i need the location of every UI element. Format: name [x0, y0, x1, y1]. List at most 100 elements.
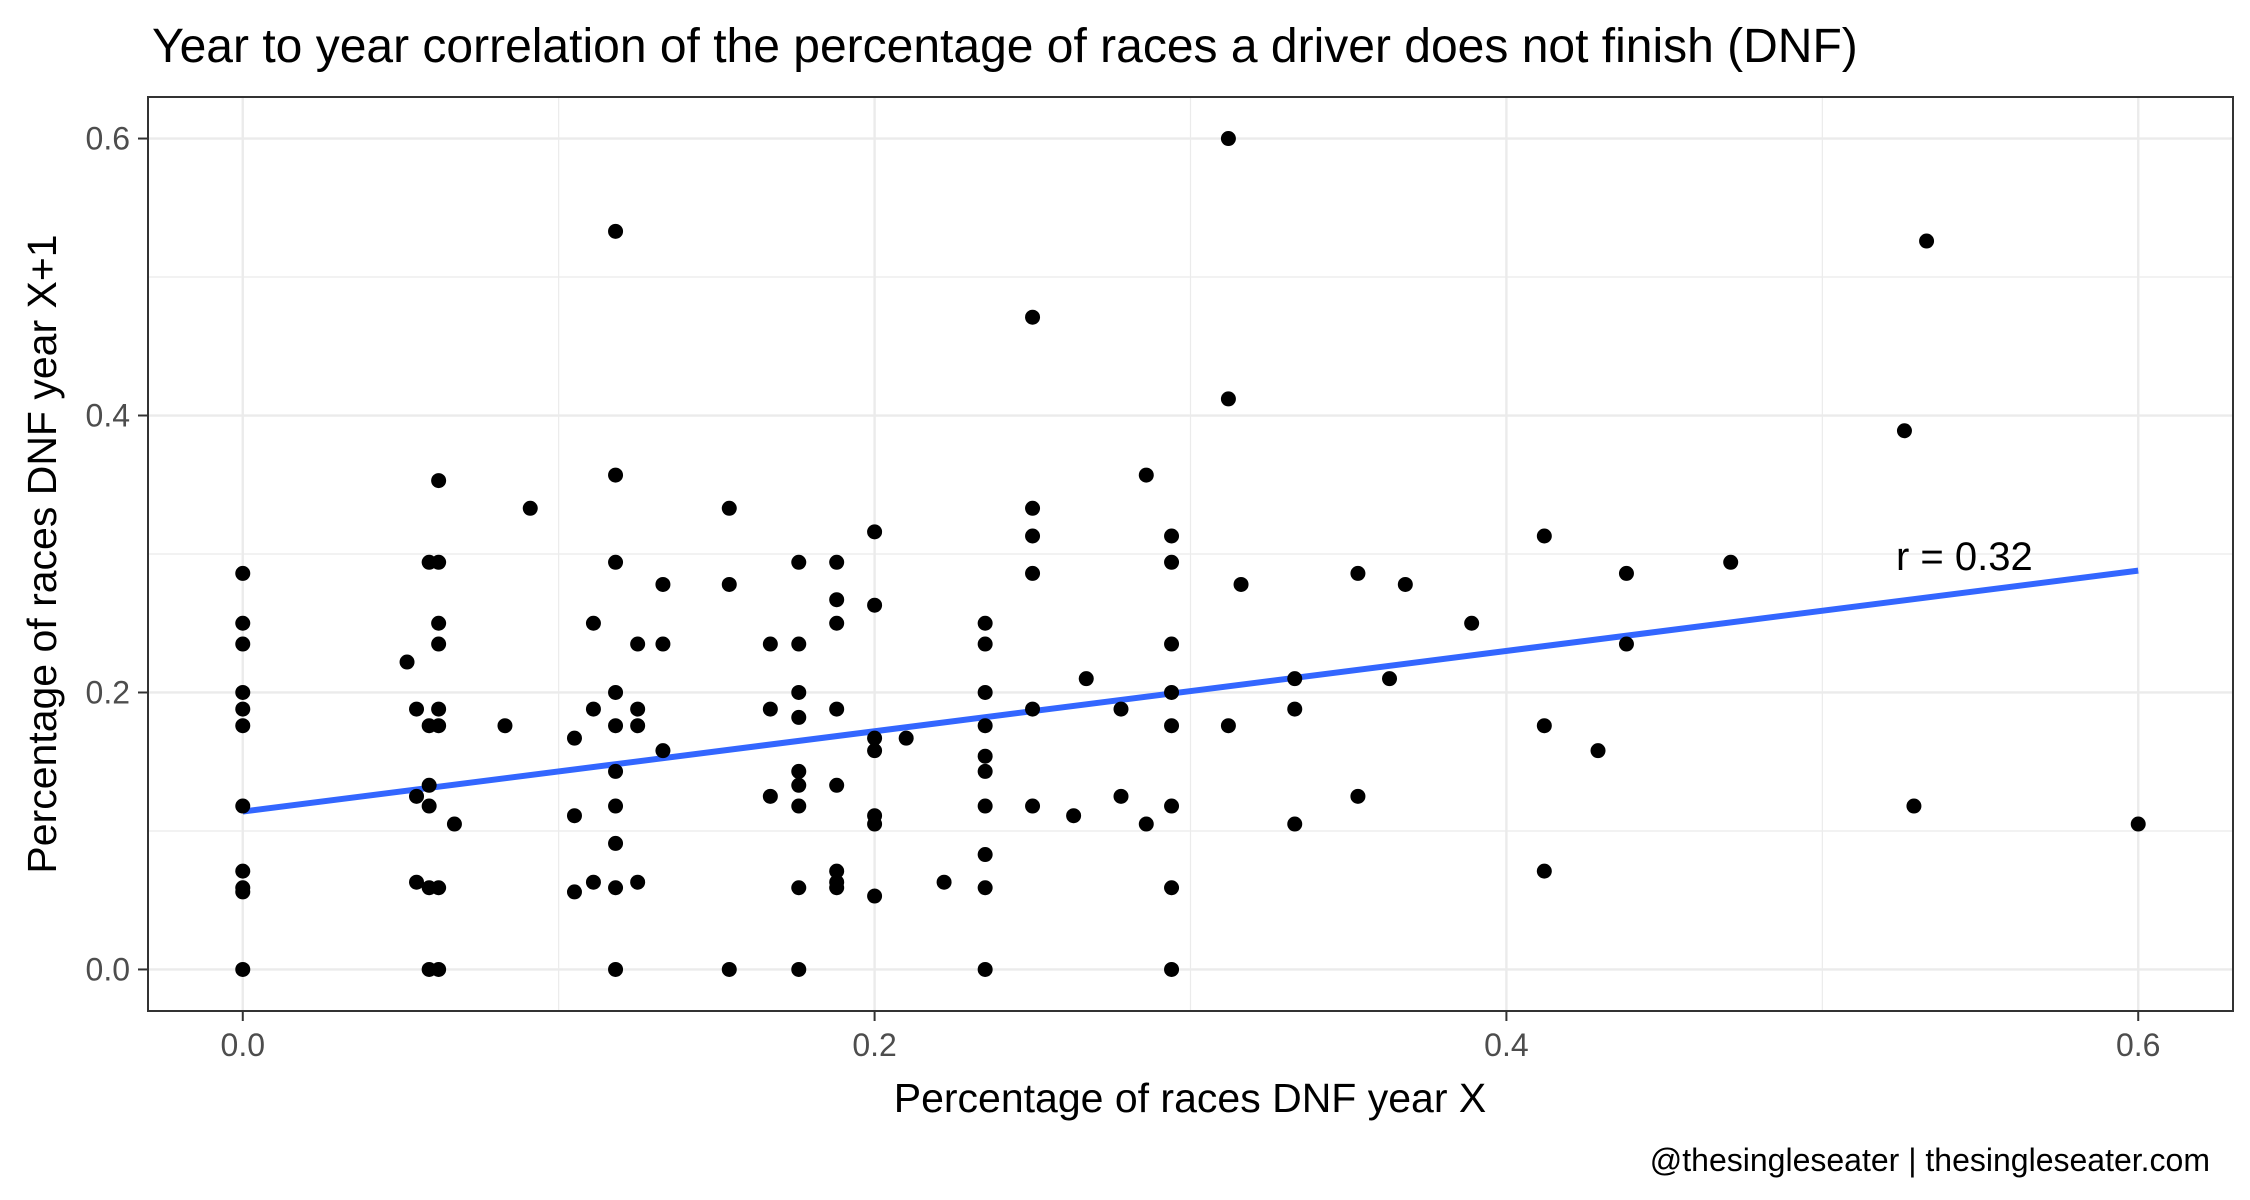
data-point — [791, 777, 807, 793]
panel-border — [147, 96, 2234, 1012]
data-point — [630, 874, 646, 890]
data-point — [409, 874, 425, 890]
data-point — [608, 684, 624, 700]
axis-ticks: 0.0 0.2 0.4 0.6 0.0 0.2 0.4 0.6 — [86, 121, 2161, 1063]
data-point — [409, 701, 425, 717]
data-point — [235, 863, 251, 879]
data-point — [566, 884, 582, 900]
data-point — [762, 701, 778, 717]
y-tick-label: 0.0 — [86, 951, 130, 987]
data-point — [1066, 808, 1082, 824]
data-point — [497, 718, 513, 734]
data-point — [1618, 636, 1634, 652]
data-point — [630, 636, 646, 652]
data-point — [446, 816, 462, 832]
data-point — [235, 718, 251, 734]
chart-title: Year to year correlation of the percenta… — [152, 20, 1858, 73]
data-point — [977, 763, 993, 779]
data-point — [1397, 576, 1413, 592]
data-point — [235, 884, 251, 900]
data-point — [977, 961, 993, 977]
data-point — [1590, 743, 1606, 759]
data-point — [1382, 671, 1398, 687]
data-point — [1164, 554, 1180, 570]
data-point — [936, 874, 952, 890]
data-point — [977, 847, 993, 863]
data-point — [1220, 131, 1236, 147]
data-point — [1025, 309, 1041, 325]
data-point — [1025, 500, 1041, 516]
data-point — [1025, 528, 1041, 544]
data-point — [829, 863, 845, 879]
x-axis-title: Percentage of races DNF year X — [894, 1075, 1486, 1121]
grid-lines — [148, 97, 2233, 1011]
data-point — [1919, 233, 1935, 249]
data-point — [655, 636, 671, 652]
data-point — [829, 777, 845, 793]
data-point — [431, 473, 447, 489]
data-point — [977, 880, 993, 896]
data-point — [721, 961, 737, 977]
data-point — [1618, 565, 1634, 581]
data-point — [791, 880, 807, 896]
data-point — [977, 636, 993, 652]
data-point — [791, 961, 807, 977]
data-point — [630, 701, 646, 717]
source-caption: @thesingleseater | thesingleseater.com — [1650, 1142, 2210, 1178]
data-point — [1164, 684, 1180, 700]
data-point — [791, 763, 807, 779]
data-point — [1220, 718, 1236, 734]
data-point — [1350, 788, 1366, 804]
data-point — [791, 684, 807, 700]
data-point — [791, 554, 807, 570]
data-point — [1723, 554, 1739, 570]
data-point — [829, 880, 845, 896]
data-point — [898, 730, 914, 746]
data-point — [829, 615, 845, 631]
data-point — [829, 592, 845, 608]
y-tick-label: 0.2 — [86, 674, 130, 710]
data-point — [762, 636, 778, 652]
data-point — [1113, 788, 1129, 804]
data-point — [1025, 798, 1041, 814]
fit-annotation: r = 0.32 — [1896, 535, 2033, 579]
data-point — [1138, 467, 1154, 483]
data-point — [867, 816, 883, 832]
data-point — [235, 701, 251, 717]
data-points — [235, 131, 2146, 977]
x-tick-label: 0.2 — [852, 1027, 896, 1063]
data-point — [421, 798, 437, 814]
data-point — [867, 888, 883, 904]
data-point — [608, 880, 624, 896]
data-point — [1220, 391, 1236, 407]
data-point — [235, 961, 251, 977]
data-point — [1113, 701, 1129, 717]
data-point — [431, 701, 447, 717]
data-point — [1896, 423, 1912, 439]
data-point — [977, 615, 993, 631]
data-point — [1287, 701, 1303, 717]
data-point — [791, 709, 807, 725]
data-point — [409, 788, 425, 804]
data-point — [1536, 528, 1552, 544]
data-point — [867, 730, 883, 746]
x-tick-label: 0.6 — [2116, 1027, 2160, 1063]
data-point — [1906, 798, 1922, 814]
data-point — [655, 576, 671, 592]
data-point — [585, 615, 601, 631]
data-point — [1078, 671, 1094, 687]
data-point — [977, 798, 993, 814]
data-point — [1164, 798, 1180, 814]
data-point — [399, 654, 415, 670]
data-point — [1164, 880, 1180, 896]
data-point — [608, 467, 624, 483]
x-tick-label: 0.0 — [221, 1027, 265, 1063]
data-point — [977, 684, 993, 700]
data-point — [421, 777, 437, 793]
data-point — [630, 718, 646, 734]
regression-line — [242, 567, 2139, 815]
data-point — [1138, 816, 1154, 832]
data-point — [867, 597, 883, 613]
data-point — [791, 798, 807, 814]
data-point — [431, 718, 447, 734]
